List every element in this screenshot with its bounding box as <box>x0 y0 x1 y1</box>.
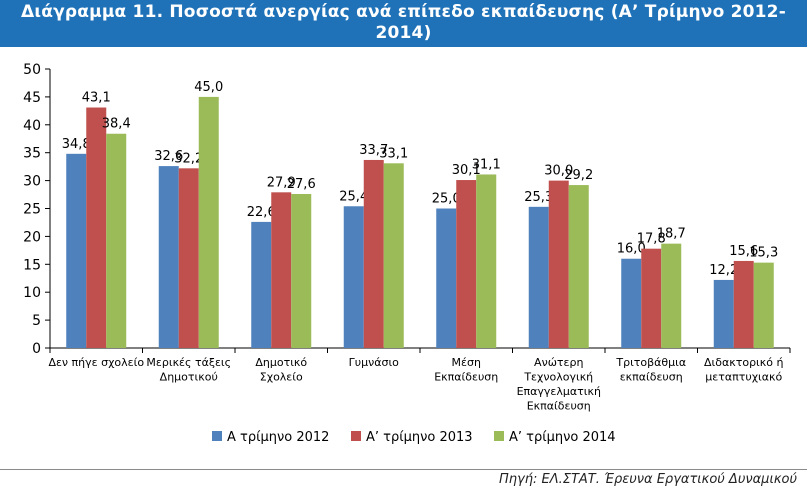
bar <box>621 258 642 348</box>
legend-swatch <box>351 431 361 441</box>
bar <box>198 96 219 349</box>
data-label: 30,0 <box>544 164 573 179</box>
bar <box>476 174 497 348</box>
x-category-label: Διδακτορικό ή <box>704 356 783 369</box>
data-label: 31,1 <box>472 157 501 172</box>
bar <box>271 192 292 348</box>
data-label: 29,2 <box>564 168 593 183</box>
x-category-label: Εκπαίδευση <box>527 400 591 413</box>
data-label: 27,6 <box>287 177 316 192</box>
y-tick-label: 15 <box>23 257 41 273</box>
bar <box>713 279 734 348</box>
bar <box>753 262 774 348</box>
y-tick-label: 20 <box>23 229 41 245</box>
data-label: 15,6 <box>729 244 758 259</box>
data-label: 32,6 <box>154 149 183 164</box>
data-label: 38,4 <box>102 117 131 132</box>
data-label: 33,1 <box>379 146 408 161</box>
source-divider <box>0 469 807 470</box>
data-label: 22,6 <box>247 205 276 220</box>
data-label: 12,2 <box>709 263 738 278</box>
bar <box>66 153 87 348</box>
bar <box>363 159 384 348</box>
bar <box>436 208 457 348</box>
x-category-label: Ανώτερη <box>534 356 583 369</box>
bar <box>291 193 312 348</box>
bar <box>106 133 127 348</box>
data-label: 25,0 <box>432 192 461 207</box>
x-category-label: Δημοτικό <box>255 356 307 369</box>
y-tick-label: 0 <box>32 341 41 357</box>
y-tick-label: 5 <box>32 313 41 329</box>
source-note: Πηγή: ΕΛ.ΣΤΑΤ. Έρευνα Εργατικού Δυναμικο… <box>499 472 797 487</box>
legend-label: Α’ τρίμηνο 2013 <box>366 430 473 445</box>
legend-swatch <box>212 431 222 441</box>
x-category-label: Γυμνάσιο <box>349 356 400 369</box>
bar <box>343 206 364 348</box>
chart-title-line-2: 2014) <box>375 23 432 43</box>
data-label: 16,0 <box>617 242 646 257</box>
bar <box>251 221 272 348</box>
bar <box>456 180 477 348</box>
y-tick-label: 25 <box>23 202 41 218</box>
chart-title-line-1: Διάγραμμα 11. Ποσοστά ανεργίας ανά επίπε… <box>21 2 786 22</box>
x-category-label: Σχολείο <box>260 371 303 384</box>
data-label: 43,1 <box>82 91 111 106</box>
x-category-label: Δημοτικού <box>160 371 218 384</box>
bar <box>568 185 589 348</box>
title-bar: Διάγραμμα 11. Ποσοστά ανεργίας ανά επίπε… <box>0 0 807 47</box>
x-category-label: Μερικές τάξεις <box>146 356 231 369</box>
bar <box>733 260 754 348</box>
bar <box>641 248 662 348</box>
x-category-label: Τεχνολογική <box>523 371 593 384</box>
y-tick-label: 35 <box>23 146 41 162</box>
legend-label: Α’ τρίμηνο 2014 <box>509 430 616 445</box>
bar <box>661 243 682 348</box>
data-label: 45,0 <box>194 80 223 95</box>
x-category-label: Τριτοβάθμια <box>615 356 686 369</box>
x-category-label: Μέση <box>452 356 481 369</box>
legend-label: Α τρίμηνο 2012 <box>227 430 329 445</box>
data-label: 25,4 <box>339 189 368 204</box>
y-tick-label: 45 <box>23 90 41 106</box>
bar <box>158 166 179 348</box>
y-tick-label: 30 <box>23 174 41 190</box>
data-label: 32,2 <box>174 151 203 166</box>
bar <box>383 163 404 348</box>
x-category-label: εκπαίδευση <box>620 371 683 384</box>
bar <box>548 180 569 348</box>
data-label: 18,7 <box>657 227 686 242</box>
bar <box>86 107 107 348</box>
x-category-label: Δεν πήγε σχολείο <box>48 356 144 369</box>
data-label: 25,3 <box>524 190 553 205</box>
y-tick-label: 40 <box>23 118 41 134</box>
x-category-label: Εκπαίδευση <box>434 371 498 384</box>
legend-swatch <box>494 431 504 441</box>
data-label: 34,8 <box>62 137 91 152</box>
x-category-label: μεταπτυχιακό <box>705 371 782 384</box>
data-label: 15,3 <box>749 246 778 261</box>
y-tick-label: 50 <box>23 62 41 78</box>
data-label: 33,7 <box>359 143 388 158</box>
x-category-label: Επαγγελματική <box>517 385 601 398</box>
data-label: 17,8 <box>637 232 666 247</box>
y-tick-label: 10 <box>23 285 41 301</box>
bar <box>178 168 199 348</box>
data-label: 27,9 <box>267 175 296 190</box>
chart-title: Διάγραμμα 11. Ποσοστά ανεργίας ανά επίπε… <box>0 2 807 44</box>
bar-chart: 0 5 10 15 20 25 30 35 40 45 50 34,8 43,1 38,4 Δεν πήγε… <box>23 62 791 445</box>
bar <box>528 206 549 348</box>
data-label: 30,1 <box>452 163 481 178</box>
